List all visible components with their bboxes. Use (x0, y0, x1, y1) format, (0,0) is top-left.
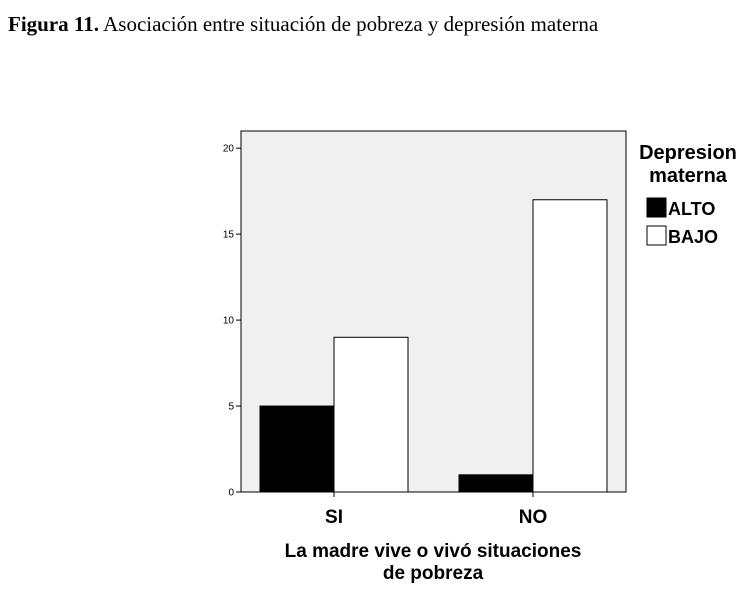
bar-no-alto (458, 474, 534, 493)
figure-text: Asociación entre situación de pobreza y … (103, 12, 599, 36)
bar-si-alto (259, 405, 335, 493)
y-tick-label-15: 15 (223, 230, 235, 241)
bar-no-bajo (532, 199, 608, 493)
legend-label-alto: ALTO (668, 199, 715, 219)
y-tick-label-5: 5 (228, 402, 234, 413)
x-tick-label-si: SI (325, 507, 343, 528)
x-axis-title-line-2: de pobreza (383, 563, 484, 584)
legend-label-bajo: BAJO (668, 227, 718, 247)
x-axis: SI NO (325, 492, 547, 528)
y-axis: 0 5 10 15 20 (223, 144, 241, 499)
figure-caption: Figura 11. Asociación entre situación de… (8, 12, 748, 37)
bar-si-bajo (333, 336, 409, 493)
figure-label: Figura 11. (8, 12, 100, 36)
legend: Depresion materna ALTO BAJO (639, 142, 737, 247)
bars (259, 199, 608, 493)
y-tick-label-20: 20 (223, 144, 235, 155)
legend-title-line-1: Depresion (639, 142, 737, 164)
y-tick-label-0: 0 (228, 488, 234, 499)
x-axis-title-line-1: La madre vive o vivó situaciones (285, 541, 582, 562)
legend-title-line-2: materna (649, 165, 728, 187)
legend-swatch-bajo (646, 225, 667, 246)
legend-swatch-alto (646, 197, 667, 218)
x-tick-label-no: NO (519, 507, 548, 528)
y-tick-label-10: 10 (223, 316, 235, 327)
